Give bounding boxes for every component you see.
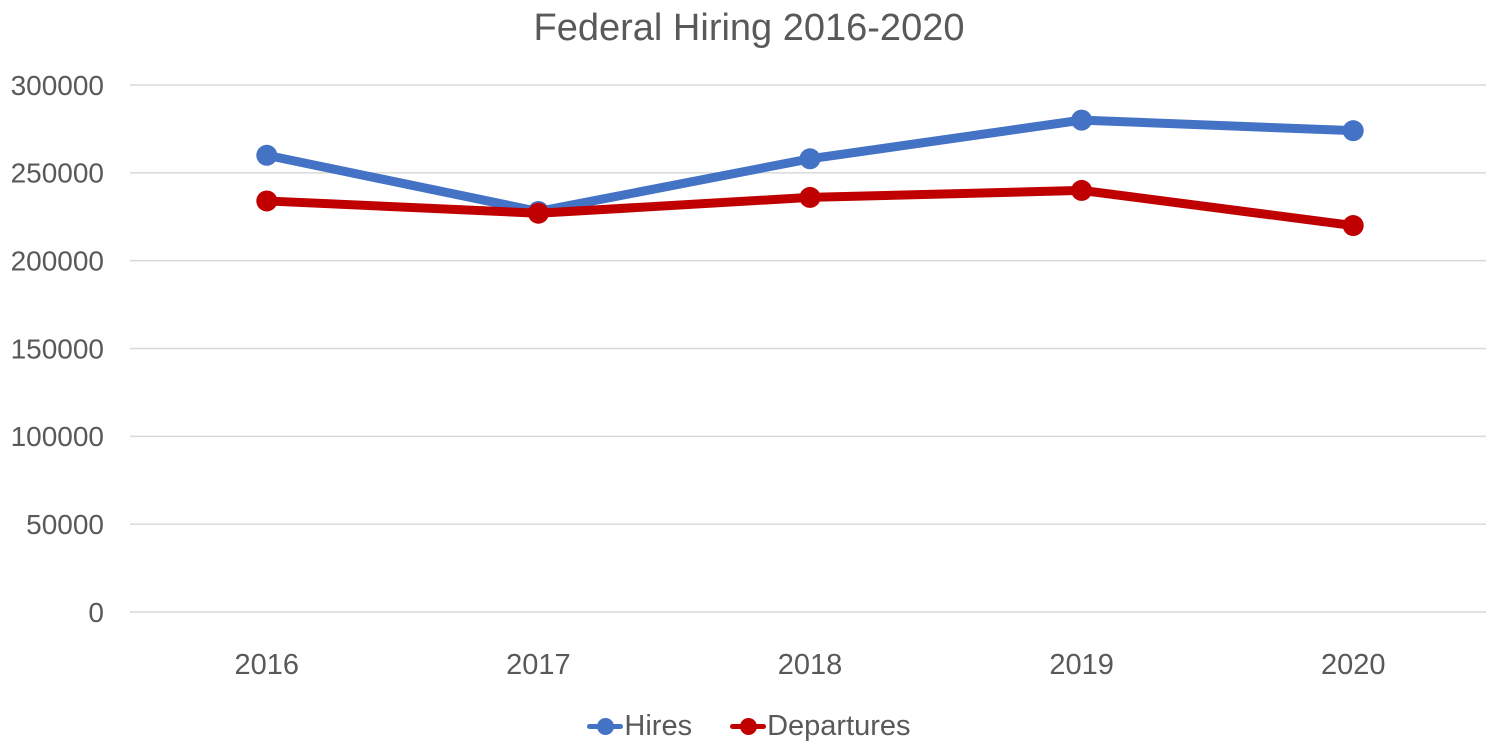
x-axis-tick-label: 2016 [235, 649, 300, 681]
y-axis-tick-label: 0 [88, 597, 104, 628]
legend-item-hires: Hires [587, 710, 692, 743]
data-point-departures-2016 [256, 190, 278, 212]
data-point-hires-2016 [256, 144, 278, 166]
legend-label-departures: Departures [767, 710, 911, 742]
y-axis-tick-label: 250000 [11, 158, 104, 189]
departures-line-marker-icon [730, 717, 767, 737]
hires-line-marker-icon [587, 717, 624, 737]
y-axis-tick-label: 100000 [11, 421, 104, 452]
data-point-departures-2019 [1071, 179, 1093, 201]
y-axis-tick-label: 300000 [11, 70, 104, 101]
chart-title: Federal Hiring 2016-2020 [533, 7, 965, 49]
x-axis-tick-label: 2020 [1321, 649, 1386, 681]
y-axis-tick-label: 150000 [11, 333, 104, 364]
y-axis-tick-label: 200000 [11, 245, 104, 276]
x-axis-tick-label: 2019 [1049, 649, 1114, 681]
data-point-hires-2020 [1342, 120, 1364, 142]
data-point-departures-2020 [1342, 215, 1364, 237]
legend-label-hires: Hires [624, 710, 693, 742]
data-point-hires-2018 [799, 148, 821, 170]
x-axis-tick-label: 2017 [506, 649, 571, 681]
data-point-departures-2018 [799, 186, 821, 208]
data-point-departures-2017 [527, 202, 549, 224]
legend: Hires Departures [0, 710, 1498, 743]
y-axis-tick-label: 50000 [26, 509, 104, 540]
legend-item-departures: Departures [730, 710, 911, 743]
x-axis-tick-label: 2018 [778, 649, 843, 681]
data-point-hires-2019 [1071, 109, 1093, 131]
